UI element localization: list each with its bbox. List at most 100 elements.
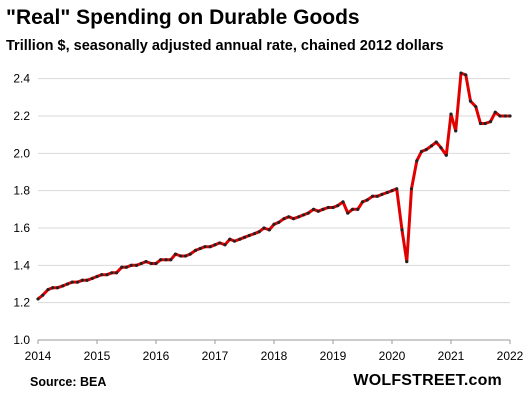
data-point [385, 190, 389, 195]
data-point [346, 211, 350, 215]
data-point [474, 105, 478, 109]
data-point [287, 215, 291, 219]
data-point [311, 207, 316, 211]
data-point [488, 120, 493, 124]
data-point [90, 276, 94, 280]
data-point [493, 110, 497, 114]
data-point [405, 260, 409, 264]
chart-title: "Real" Spending on Durable Goods [6, 6, 360, 29]
data-point [380, 192, 384, 196]
data-point [242, 235, 247, 239]
data-point [114, 271, 119, 275]
data-point [434, 140, 438, 144]
x-tick-label: 2020 [379, 349, 406, 363]
data-point [139, 261, 143, 266]
y-tick-label: 2.2 [13, 109, 30, 123]
data-point [409, 187, 414, 191]
data-point [321, 207, 325, 211]
data-point [252, 232, 257, 236]
data-point [46, 288, 50, 292]
data-point [95, 274, 99, 279]
data-point [306, 211, 310, 215]
data-point [400, 228, 404, 232]
y-tick-label: 2.0 [13, 146, 30, 160]
data-point [232, 239, 237, 243]
chart-subtitle: Trillion $, seasonally adjusted annual r… [6, 38, 444, 54]
data-point [169, 258, 173, 262]
data-point [70, 280, 74, 284]
y-tick-label: 2.4 [13, 72, 30, 86]
y-tick-label: 1.6 [13, 221, 30, 235]
data-point [449, 112, 453, 116]
data-point [360, 200, 365, 204]
data-point [419, 149, 424, 154]
data-point [390, 189, 394, 193]
source-note: Source: BEA [30, 375, 107, 389]
data-point [149, 261, 153, 266]
data-point [508, 114, 512, 118]
x-tick-label: 2015 [84, 349, 111, 363]
data-point [85, 278, 89, 282]
data-point [129, 263, 133, 267]
data-point [144, 260, 148, 264]
data-point [454, 129, 458, 133]
data-point [415, 159, 419, 163]
data-point [193, 248, 198, 252]
data-point [36, 297, 40, 301]
data-point [65, 282, 70, 286]
data-point [277, 220, 281, 224]
data-point [213, 243, 217, 247]
data-point [75, 280, 80, 284]
data-point [503, 114, 507, 118]
data-point [439, 146, 443, 150]
data-point [444, 153, 448, 157]
data-point [301, 213, 306, 217]
data-point [124, 265, 129, 269]
data-point [208, 245, 212, 249]
data-point [61, 284, 65, 288]
data-point [395, 187, 399, 191]
y-tick-label: 1.8 [13, 184, 30, 198]
data-point [183, 254, 188, 258]
x-tick-label: 2022 [497, 349, 524, 363]
data-point [478, 121, 483, 126]
data-point [179, 254, 183, 258]
data-point [468, 99, 473, 103]
data-point [223, 243, 227, 247]
data-point [350, 207, 355, 211]
data-point [105, 273, 109, 277]
data-point [55, 286, 60, 290]
y-axis-ticks: 1.0 1.2 1.4 1.6 1.8 2.0 2.2 2.4 [13, 72, 30, 347]
data-point [341, 200, 345, 204]
data-point [257, 230, 261, 234]
data-point [198, 246, 202, 251]
x-tick-label: 2014 [25, 349, 52, 363]
series-layer [36, 71, 512, 301]
data-point [173, 252, 178, 256]
data-point [464, 73, 468, 77]
x-tick-label: 2021 [438, 349, 465, 363]
data-point [356, 207, 360, 211]
brand-label: WOLFSTREET.com [353, 372, 502, 389]
data-point [483, 121, 487, 126]
data-point [424, 148, 428, 152]
data-point [203, 245, 207, 249]
x-tick-label: 2017 [202, 349, 229, 363]
gridlines [38, 78, 510, 304]
data-point [218, 241, 222, 245]
data-point [120, 265, 124, 269]
data-point [159, 258, 163, 262]
y-tick-label: 1.4 [13, 258, 30, 272]
data-point [429, 144, 434, 148]
x-tick-label: 2016 [143, 349, 170, 363]
data-point [365, 198, 369, 202]
x-tick-label: 2018 [261, 349, 288, 363]
data-point [228, 237, 232, 241]
data-point [80, 278, 84, 282]
data-point [326, 205, 330, 210]
data-point [297, 215, 301, 219]
data-point [41, 293, 45, 297]
data-point [262, 226, 266, 230]
data-point [459, 71, 463, 75]
